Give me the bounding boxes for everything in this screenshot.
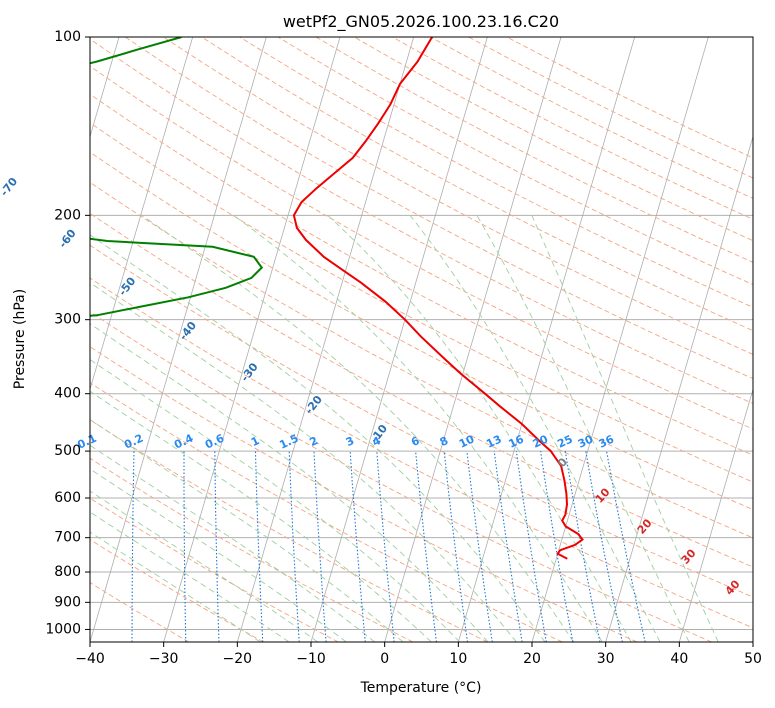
mixing-ratio-line [376, 451, 395, 642]
chart-title: wetPf2_GN05.2026.100.23.16.C20 [283, 12, 559, 32]
y-tick-label: 1000 [45, 621, 81, 637]
y-tick-label: 200 [54, 207, 81, 223]
moist-adiabat-line [141, 214, 574, 642]
x-tick-label: 20 [523, 651, 541, 667]
mixing-ratio-line [349, 451, 366, 642]
moist-adiabat-line [90, 444, 375, 642]
moist-adiabat-line [409, 215, 661, 642]
mixing-ratio-line [254, 451, 264, 642]
moist-adiabat-line [476, 215, 690, 642]
plot-frame [89, 36, 754, 643]
dry-adiabat-line [90, 181, 753, 539]
dry-adiabat-line [90, 212, 753, 568]
moist-adiabat-line [90, 390, 432, 642]
mixing-ratio-label: 20 [531, 432, 551, 450]
mixing-ratio-lines [131, 450, 646, 642]
x-axis-label: Temperature (°C) [360, 680, 482, 696]
isotherm-line [678, 387, 753, 642]
moist-adiabat-line [90, 359, 461, 642]
y-axis-ticks: 100 200 300 400 500 600 700 800 900 1000 [45, 29, 90, 637]
x-tick-label: 40 [670, 651, 688, 667]
dry-adiabat-line [239, 37, 753, 308]
y-tick-label: 600 [54, 490, 81, 506]
x-tick-label: −30 [149, 651, 179, 667]
y-tick-label: 100 [54, 29, 81, 45]
moist-adiabat-lines [90, 214, 719, 642]
y-axis-label: Pressure (hPa) [12, 289, 28, 389]
dry-adiabat-line [90, 581, 190, 642]
moist-adiabat-line [90, 323, 489, 642]
sounding-series [90, 37, 584, 560]
temperature-profile-line [292, 37, 584, 560]
dry-adiabat-line [90, 457, 414, 642]
mixing-ratio-line [288, 451, 300, 642]
x-tick-label: 30 [597, 651, 615, 667]
dry-adiabat-line [277, 37, 753, 286]
dry-adiabat-line [90, 382, 563, 642]
y-tick-label: 800 [54, 564, 81, 580]
y-tick-label: 900 [54, 594, 81, 610]
moist-adiabat-line [233, 214, 603, 642]
y-tick-label: 700 [54, 530, 81, 546]
mixing-ratio-label: 30 [576, 432, 596, 450]
dry-adiabat-line [90, 346, 638, 642]
y-tick-label: 500 [54, 443, 81, 459]
dry-adiabat-lines [90, 37, 753, 642]
mixing-ratio-label: 13 [484, 433, 503, 451]
mixing-ratio-label: 25 [555, 433, 574, 451]
mixing-ratio-label: 16 [507, 432, 527, 450]
y-tick-label: 400 [54, 386, 81, 402]
dry-adiabat-line [90, 244, 753, 598]
mixing-ratio-line [605, 450, 646, 642]
dry-adiabat-line [90, 93, 753, 456]
isotherm-line [163, 37, 341, 642]
dry-adiabat-line [90, 38, 753, 405]
moist-adiabat-line [90, 419, 404, 642]
isotherm-line [90, 37, 194, 391]
x-tick-label: 0 [380, 651, 389, 667]
mixing-ratio-line [131, 451, 135, 642]
dry-adiabat-line [90, 122, 753, 483]
mixing-ratio-line [313, 451, 327, 642]
mixing-ratio-line [183, 451, 187, 642]
x-axis-ticks: −40 −30 −20 −10 0 10 20 30 40 50 [75, 642, 762, 667]
moist-adiabat-line [90, 234, 546, 642]
y-tick-label: 300 [54, 312, 81, 328]
dry-adiabat-line [90, 65, 753, 430]
moist-adiabat-line [90, 468, 347, 642]
isotherm-line [310, 37, 488, 642]
mixing-ratio-label: 36 [597, 432, 617, 450]
mixing-ratio-line [214, 451, 220, 642]
moist-adiabat-line [90, 281, 517, 642]
isotherm-line [236, 37, 415, 642]
isotherm-line [384, 37, 562, 642]
moist-adiabat-line [327, 214, 632, 642]
x-tick-label: −40 [75, 651, 105, 667]
moist-adiabat-line [531, 215, 719, 642]
mixing-ratio-label: 10 [457, 432, 477, 450]
x-tick-label: −20 [223, 651, 253, 667]
dry-adiabat-line [90, 419, 488, 642]
x-tick-label: −10 [296, 651, 326, 667]
dry-adiabat-line [90, 277, 753, 629]
isotherm-line [531, 37, 709, 642]
isotherm-line [90, 37, 267, 642]
isotherm-line [457, 37, 636, 642]
x-tick-label: 50 [744, 651, 762, 667]
moist-adiabat-line [90, 490, 319, 642]
x-tick-label: 10 [449, 651, 467, 667]
